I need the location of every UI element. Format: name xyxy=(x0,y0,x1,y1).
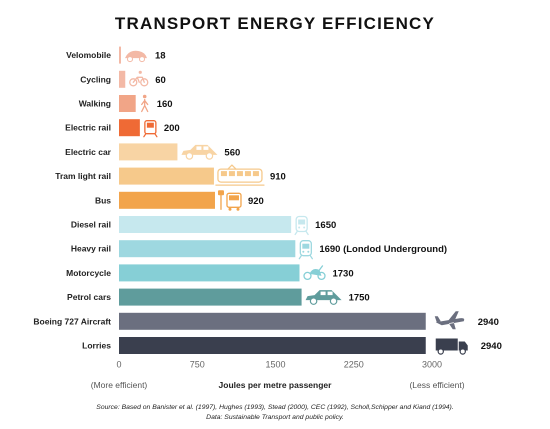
category-label: Walking xyxy=(79,99,111,109)
x-tick-label: 0 xyxy=(116,360,121,370)
category-label: Velomobile xyxy=(66,50,111,60)
more-efficient-note: (More efficient) xyxy=(91,380,148,390)
category-label: Boeing 727 Aircraft xyxy=(33,316,111,326)
x-tick-label: 750 xyxy=(190,360,205,370)
value-label: 1690 (Londod Underground) xyxy=(319,244,447,255)
bar-row: Cycling 60 xyxy=(80,70,166,88)
value-label: 1650 xyxy=(315,220,336,231)
source-note: Source: Based on Banister et al. (1997),… xyxy=(96,404,454,411)
bar-row: Velomobile 18 xyxy=(66,46,166,64)
bar-row: Boeing 727 Aircraft 2940 xyxy=(33,311,499,330)
bar-row: Petrol cars 1750 xyxy=(67,288,370,306)
value-label: 60 xyxy=(155,75,166,86)
value-label: 910 xyxy=(270,172,286,183)
train-icon xyxy=(294,215,309,236)
category-label: Electric car xyxy=(65,147,112,157)
bar xyxy=(119,337,426,354)
value-label: 200 xyxy=(164,123,180,134)
bar-rows: Velomobile 18 Cycling 60 Walking 160 Electric … xyxy=(33,46,502,355)
category-label: Bus xyxy=(95,195,111,205)
light-rail-icon xyxy=(215,164,265,186)
car-icon xyxy=(181,144,218,160)
bar-row: Tram light rail 910 xyxy=(55,164,286,186)
bus-stop-icon xyxy=(217,190,242,211)
bar xyxy=(119,119,140,137)
value-label: 18 xyxy=(155,51,166,62)
car-icon xyxy=(305,290,342,305)
bar xyxy=(119,167,214,185)
x-tick-label: 2250 xyxy=(344,360,364,370)
category-label: Motorcycle xyxy=(66,268,111,278)
x-axis-label: Joules per metre passenger xyxy=(219,380,333,390)
value-label: 2940 xyxy=(481,341,502,352)
chart-title: TRANSPORT ENERGY EFFICIENCY xyxy=(115,14,435,33)
category-label: Tram light rail xyxy=(55,171,111,181)
bar-row: Motorcycle 1730 xyxy=(66,264,354,282)
bar xyxy=(119,191,215,209)
category-label: Heavy rail xyxy=(71,244,111,254)
bicycle-icon xyxy=(129,70,149,87)
category-label: Cycling xyxy=(80,74,111,84)
airplane-icon xyxy=(434,311,465,330)
bar-row: Bus 920 xyxy=(95,190,264,211)
bar-row: Electric rail 200 xyxy=(65,119,180,138)
bar xyxy=(119,95,136,112)
bar-row: Heavy rail 1690 (Londod Underground) xyxy=(71,240,447,260)
category-label: Petrol cars xyxy=(67,292,111,302)
tram-icon xyxy=(143,120,158,138)
category-label: Lorries xyxy=(82,341,111,351)
bar xyxy=(119,240,296,258)
value-label: 2940 xyxy=(478,317,499,328)
velomobile-icon xyxy=(125,50,147,63)
pedestrian-icon xyxy=(141,94,149,113)
less-efficient-note: (Less efficient) xyxy=(409,380,464,390)
bar xyxy=(119,288,302,306)
bar xyxy=(119,312,426,330)
bar-row: Lorries 2940 xyxy=(82,337,502,355)
lorry-icon xyxy=(435,338,468,355)
metro-icon xyxy=(298,240,313,260)
value-label: 920 xyxy=(248,196,264,207)
value-label: 1730 xyxy=(332,268,353,279)
bar xyxy=(119,216,292,233)
bar xyxy=(119,46,121,64)
bar-row: Walking 160 xyxy=(79,94,173,113)
x-tick-label: 3000 xyxy=(422,360,442,370)
category-label: Diesel rail xyxy=(71,220,111,230)
bar xyxy=(119,143,178,161)
value-label: 160 xyxy=(157,99,173,110)
value-label: 1750 xyxy=(349,293,370,304)
bar-row: Electric car 560 xyxy=(65,143,240,161)
value-label: 560 xyxy=(224,147,240,158)
bar-row: Diesel rail 1650 xyxy=(71,215,336,236)
bar xyxy=(119,70,126,88)
category-label: Electric rail xyxy=(65,123,111,133)
x-axis: 0 750 1500 2250 3000 xyxy=(116,360,442,370)
x-tick-label: 1500 xyxy=(265,360,285,370)
data-note: Data: Sustainable Transport and public p… xyxy=(206,414,344,421)
motorcycle-icon xyxy=(303,265,326,281)
bar xyxy=(119,264,300,282)
